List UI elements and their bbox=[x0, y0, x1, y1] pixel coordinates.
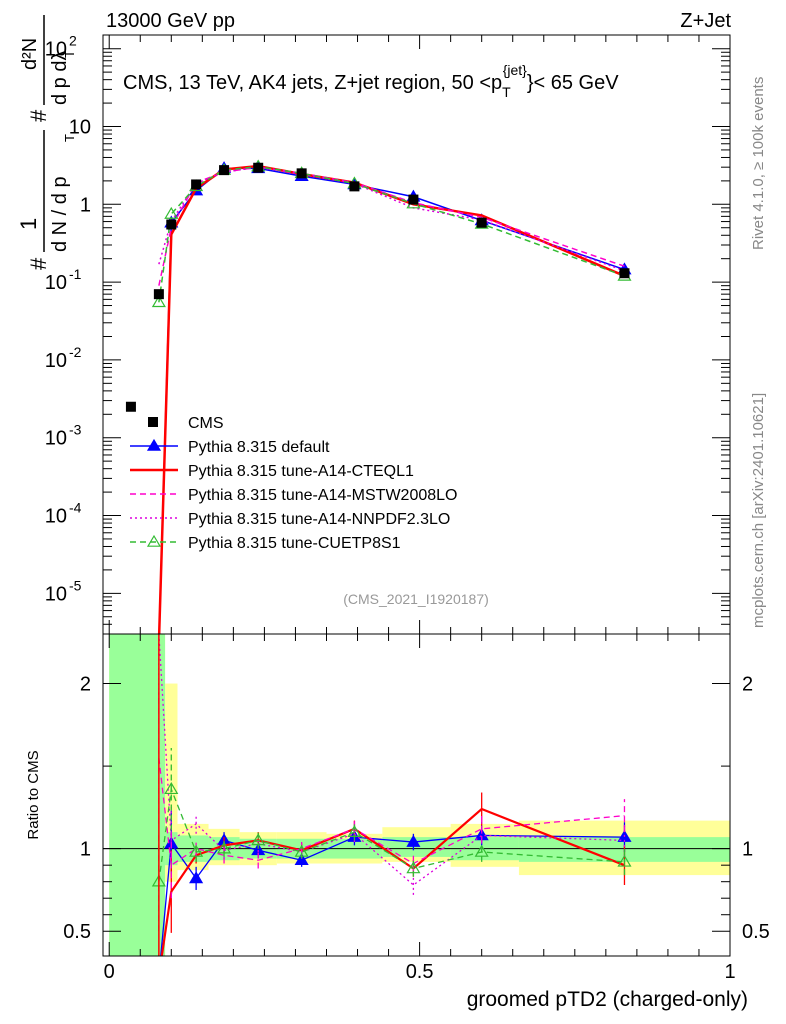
svg-text:T: T bbox=[62, 50, 77, 58]
y-tick-exponent: -2 bbox=[69, 344, 82, 360]
ratio-marker-4 bbox=[406, 861, 421, 874]
series-line-1 bbox=[157, 164, 625, 634]
band-green bbox=[109, 634, 166, 956]
main-title: CMS, 13 TeV, AK4 jets, Z+jet region, 50 … bbox=[123, 62, 619, 100]
ratio-y-tick-label: 1 bbox=[80, 839, 91, 861]
y-tick-label: 10 bbox=[45, 39, 67, 61]
x-tick-label: 0 bbox=[104, 961, 115, 983]
ratio-marker-4 bbox=[251, 833, 266, 846]
ratio-panel: 0.5 0.5 1 1 2 2 0 0.5 1 Ratio to CMS groomed pTD… bbox=[25, 633, 770, 1011]
y-tick-exponent: -3 bbox=[69, 422, 82, 438]
svg-text:d²N: d²N bbox=[19, 38, 41, 70]
cms-data-point bbox=[296, 168, 307, 179]
series-line-3 bbox=[158, 166, 625, 272]
y-tick-exponent: 2 bbox=[69, 33, 77, 49]
x-tick-label: 0.5 bbox=[406, 961, 434, 983]
cms-data-point bbox=[166, 219, 177, 230]
rivet-label: Rivet 4.1.0, ≥ 100k events bbox=[750, 77, 767, 250]
ratio-y-tick-label-right: 0.5 bbox=[742, 921, 770, 943]
series-line-0 bbox=[158, 167, 625, 634]
y-tick-label: 10 bbox=[45, 272, 67, 294]
ratio-marker-4 bbox=[164, 782, 179, 795]
legend-label-3: Pythia 8.315 tune-A14-NNPDF2.3LO bbox=[188, 511, 450, 528]
header-right: Z+Jet bbox=[680, 10, 731, 32]
y-tick-label: 10 bbox=[45, 428, 67, 450]
series-marker-4 bbox=[164, 206, 179, 219]
svg-text:T: T bbox=[62, 134, 77, 142]
main-ylabel: # 1 d N / d p T # d²N d p dλ T bbox=[16, 15, 77, 270]
svg-text:d N / d p: d N / d p bbox=[49, 176, 71, 252]
legend-marker-4 bbox=[146, 534, 162, 547]
cms-data-point bbox=[349, 181, 360, 192]
cms-data-point bbox=[408, 194, 419, 205]
y-tick-label: 10 bbox=[45, 506, 67, 528]
y-tick-label: 10 bbox=[45, 583, 67, 605]
ratio-y-tick-label: 0.5 bbox=[63, 921, 91, 943]
header-left: 13000 GeV pp bbox=[106, 10, 235, 32]
series-line-2 bbox=[158, 166, 625, 286]
legend-label-1: Pythia 8.315 tune-A14-CTEQL1 bbox=[188, 463, 414, 480]
ratio-marker-0 bbox=[294, 853, 309, 866]
cms-data-point bbox=[153, 289, 164, 300]
x-axis-label: groomed pTD2 (charged-only) bbox=[467, 988, 748, 1011]
svg-text:#: # bbox=[26, 109, 51, 122]
ratio-y-tick-label: 2 bbox=[80, 674, 91, 696]
legend-label-2: Pythia 8.315 tune-A14-MSTW2008LO bbox=[188, 487, 457, 504]
ratio-marker-4 bbox=[294, 844, 309, 857]
cms-data-point bbox=[191, 179, 202, 190]
svg-text:d p dλ: d p dλ bbox=[49, 51, 71, 105]
ratio-marker-4 bbox=[217, 841, 232, 854]
svg-text:1: 1 bbox=[16, 218, 41, 230]
y-tick-exponent: -4 bbox=[69, 500, 82, 516]
legend-label-4: Pythia 8.315 tune-CUETP8S1 bbox=[188, 535, 401, 552]
ratio-marker-4 bbox=[474, 844, 489, 857]
legend-label-0: Pythia 8.315 default bbox=[188, 439, 330, 456]
x-tick-label: 1 bbox=[724, 961, 735, 983]
ratio-marker-0 bbox=[406, 834, 421, 847]
ratio-line-2 bbox=[158, 757, 625, 867]
ratio-marker-4 bbox=[189, 844, 204, 857]
ratio-ylabel: Ratio to CMS bbox=[25, 750, 42, 839]
ratio-marker-0 bbox=[189, 871, 204, 884]
y-tick-exponent: -1 bbox=[69, 266, 82, 282]
ratio-y-tick-label-right: 1 bbox=[742, 839, 753, 861]
ratio-line-1 bbox=[160, 807, 625, 956]
ratio-y-tick-label-right: 2 bbox=[742, 674, 753, 696]
analysis-annotation: (CMS_2021_I1920187) bbox=[343, 591, 489, 607]
legend-marker-0 bbox=[146, 438, 162, 451]
y-tick-label: 1 bbox=[80, 194, 91, 216]
legend-marker-cms bbox=[148, 417, 158, 427]
cms-data-point bbox=[125, 401, 136, 412]
series-line-4 bbox=[158, 165, 625, 303]
y-tick-exponent: -5 bbox=[69, 577, 82, 593]
mcplots-label: mcplots.cern.ch [arXiv:2401.10621] bbox=[750, 393, 767, 628]
cms-data-point bbox=[476, 217, 487, 228]
ratio-frame bbox=[102, 633, 731, 957]
legend-label-cms: CMS bbox=[188, 415, 224, 432]
y-tick-label: 10 bbox=[69, 117, 91, 139]
ratio-marker-4 bbox=[617, 854, 632, 867]
legend: CMS Pythia 8.315 default Pythia 8.315 tune… bbox=[130, 415, 457, 552]
ratio-line-3 bbox=[158, 634, 625, 886]
cms-data-point bbox=[253, 162, 264, 173]
y-tick-label: 10 bbox=[45, 350, 67, 372]
cms-data-point bbox=[619, 268, 630, 279]
series-marker-4 bbox=[151, 295, 166, 308]
ratio-marker-4 bbox=[347, 824, 362, 837]
svg-text:#: # bbox=[26, 257, 51, 270]
cms-data-point bbox=[219, 165, 230, 176]
